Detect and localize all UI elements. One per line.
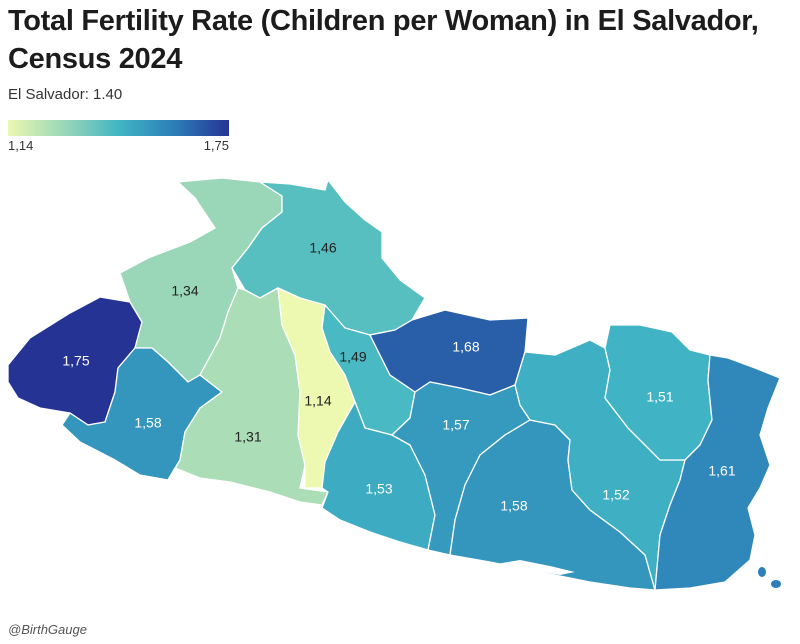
national-rate-subtitle: El Salvador: 1.40 <box>8 86 123 103</box>
legend-min-label: 1,14 <box>8 138 34 153</box>
region-label-san-miguel: 1,52 <box>602 487 629 503</box>
region-label-morazan: 1,51 <box>646 389 673 405</box>
region-label-usulutan: 1,58 <box>500 498 527 514</box>
region-label-la-paz: 1,53 <box>365 481 392 497</box>
region-label-san-vicente: 1,57 <box>442 417 469 433</box>
region-la-paz[interactable] <box>321 401 436 551</box>
estuary-shape <box>490 560 575 575</box>
map-title: Total Fertility Rate (Children per Woman… <box>8 5 759 75</box>
island-shape <box>758 567 766 577</box>
region-label-chalatenango: 1,46 <box>309 240 336 256</box>
coastal-islands <box>490 560 781 588</box>
region-label-cabanas: 1,68 <box>452 339 479 355</box>
source-credit: @BirthGauge <box>8 622 87 637</box>
region-la-union[interactable] <box>654 354 781 591</box>
region-label-la-libertad: 1,31 <box>234 429 261 445</box>
island-shape <box>771 580 781 588</box>
region-label-la-union: 1,61 <box>708 463 735 479</box>
legend-max-label: 1,75 <box>203 138 229 153</box>
region-label-ahuachapan: 1,75 <box>62 353 89 369</box>
el-salvador-department-map: 1,75 1,34 1,58 1,46 1,31 1,14 1,49 1,68 … <box>7 177 781 591</box>
region-label-san-salvador: 1,14 <box>304 393 331 409</box>
region-label-sonsonate: 1,58 <box>134 415 161 431</box>
color-legend: 1,14 1,75 <box>8 120 229 154</box>
legend-gradient-bar <box>8 120 229 136</box>
region-label-santa-ana: 1,34 <box>171 283 198 299</box>
region-label-cuscatlan: 1,49 <box>339 349 366 365</box>
